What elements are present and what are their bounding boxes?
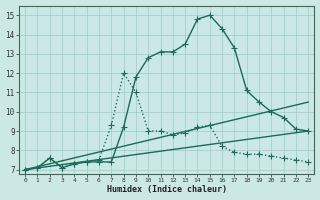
X-axis label: Humidex (Indice chaleur): Humidex (Indice chaleur) xyxy=(107,185,227,194)
